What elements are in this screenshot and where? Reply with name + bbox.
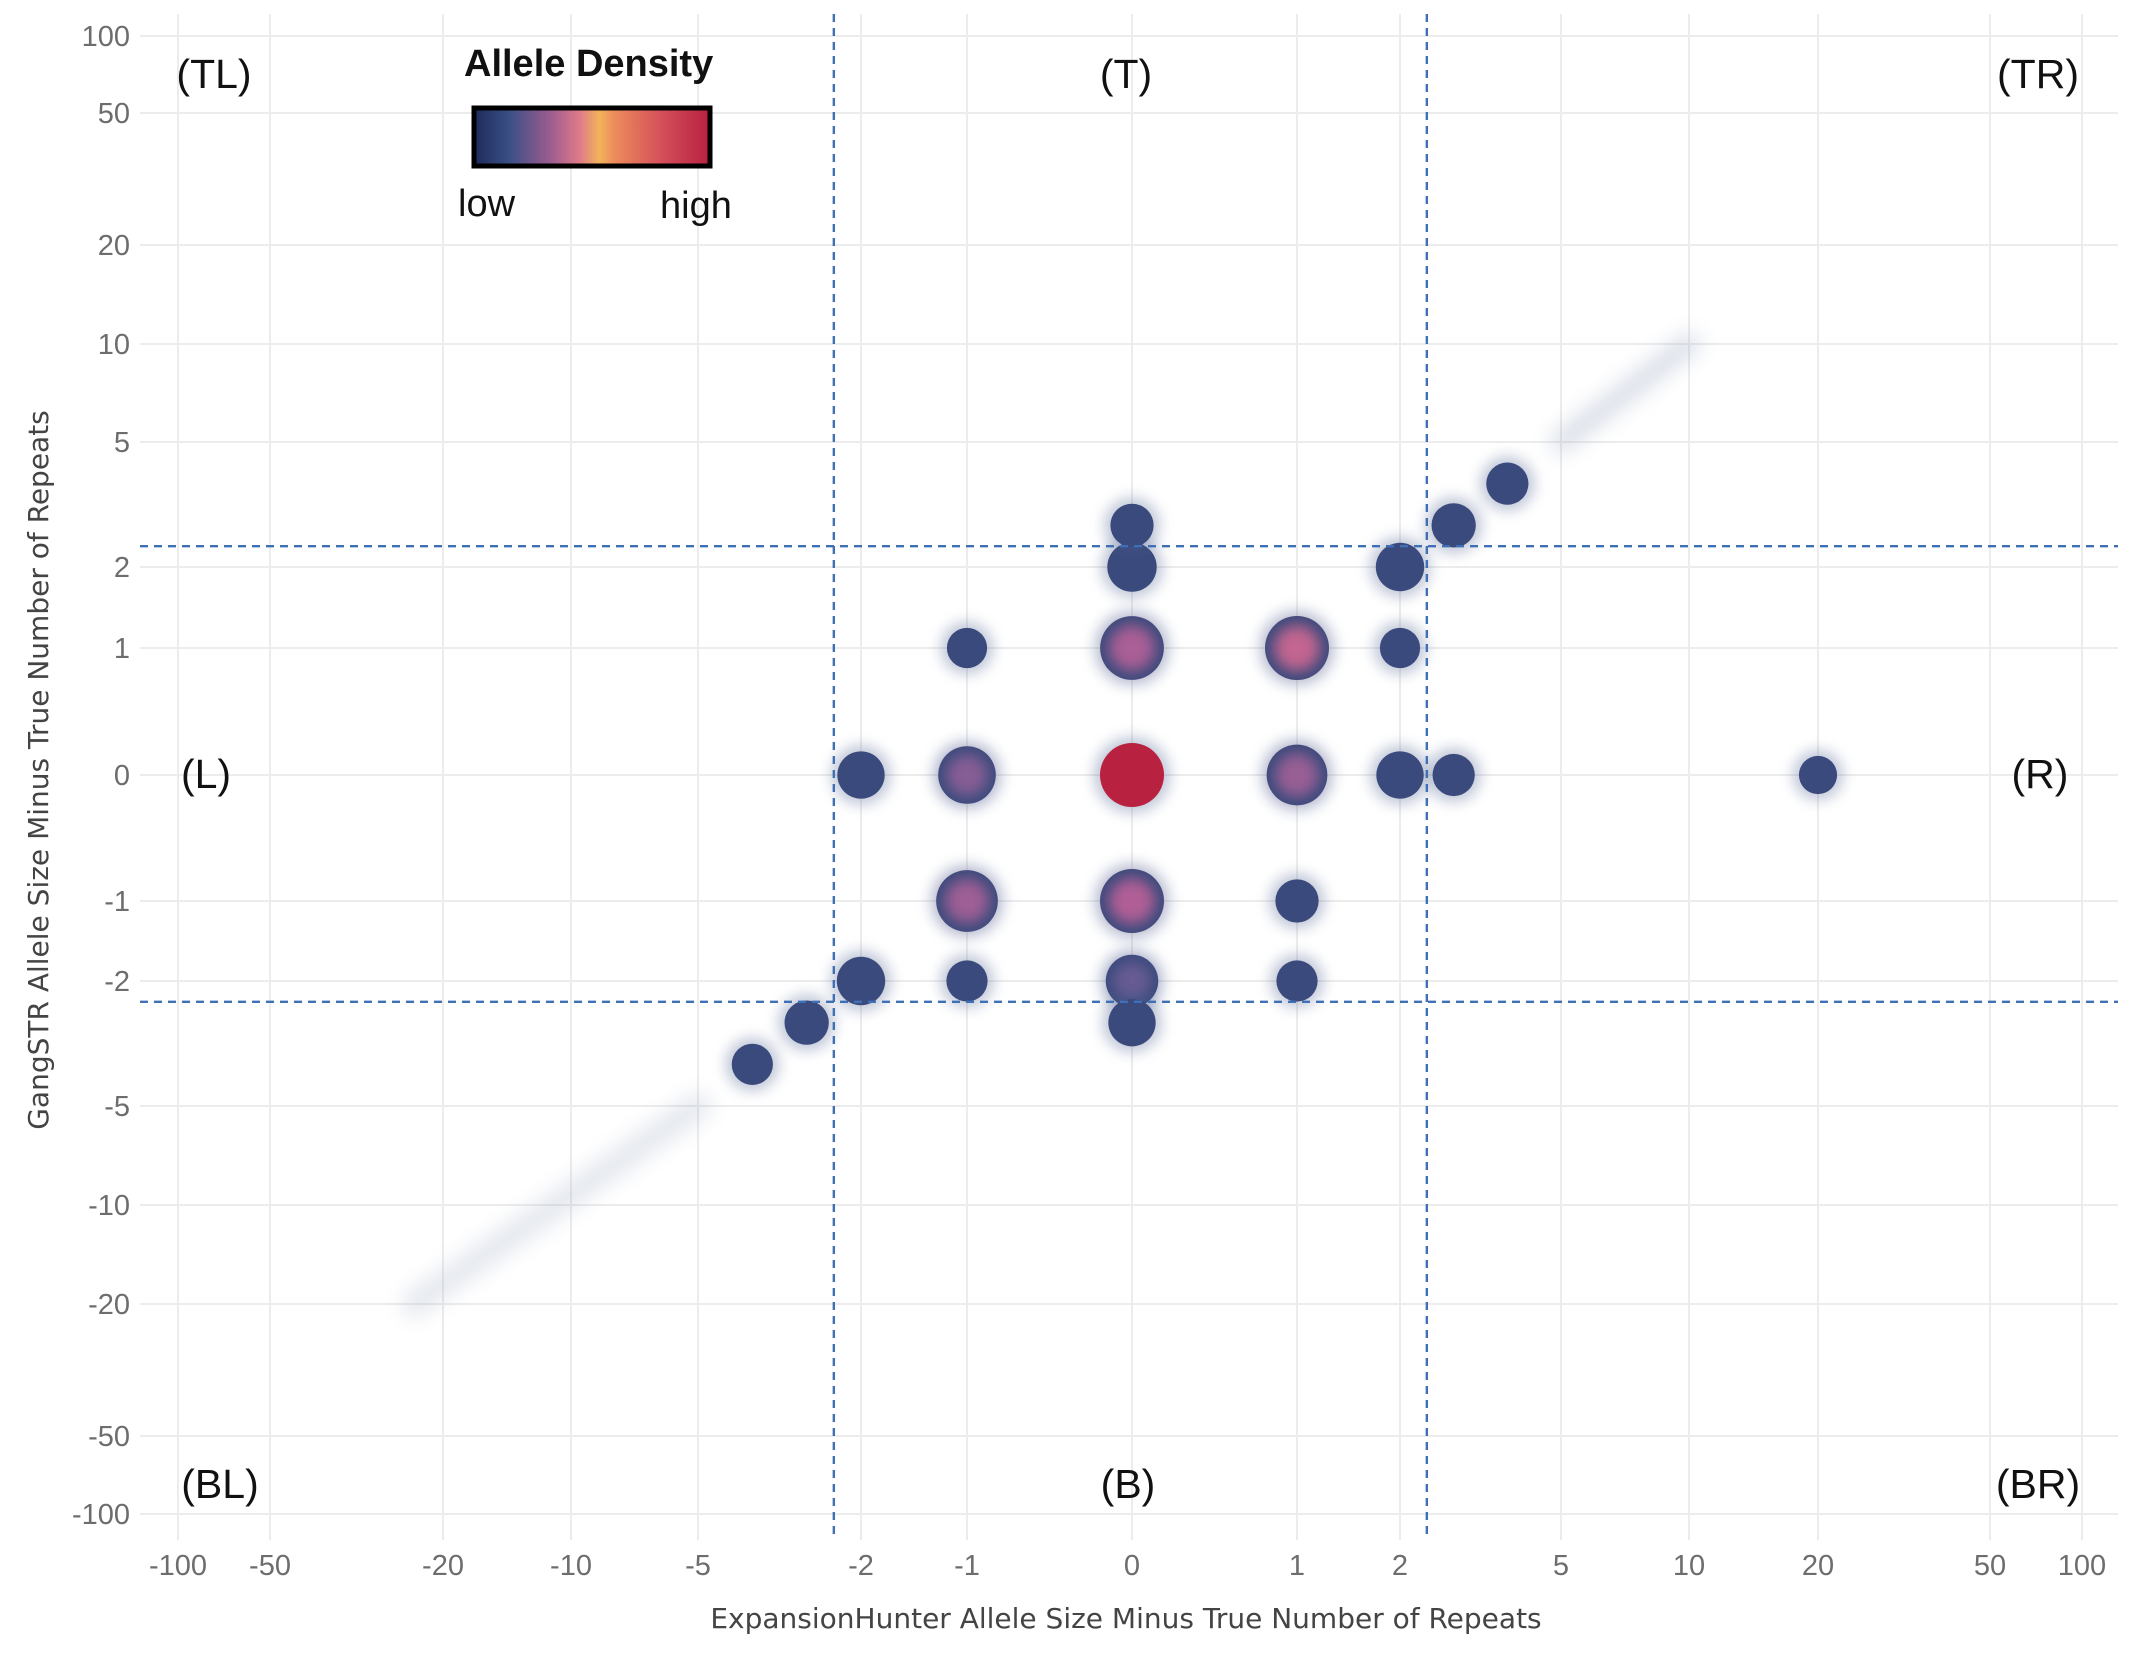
- density-point: [836, 956, 886, 1006]
- density-point: [946, 627, 988, 669]
- x-tick-label: 2: [1392, 1550, 1408, 1582]
- y-tick-label: 2: [114, 552, 130, 584]
- density-point: [946, 960, 988, 1002]
- density-point-core: [1275, 753, 1319, 797]
- y-tick-label: 100: [82, 21, 130, 53]
- x-tick-label: 0: [1124, 1550, 1140, 1582]
- x-tick-label: -100: [149, 1550, 207, 1582]
- density-point: [1107, 542, 1157, 592]
- density-point: [1275, 879, 1319, 923]
- density-point-core: [1108, 877, 1156, 925]
- y-tick-label: -100: [72, 1499, 130, 1531]
- density-point: [1100, 743, 1164, 807]
- legend: Allele Density low high: [458, 43, 732, 227]
- legend-color-bar: [471, 105, 713, 169]
- x-tick-label: 50: [1974, 1550, 2006, 1582]
- x-tick-label: 10: [1673, 1550, 1705, 1582]
- density-point: [1108, 998, 1156, 1047]
- quadrant-label-left: (L): [181, 751, 231, 797]
- y-tick-label: -50: [88, 1421, 130, 1453]
- density-point: [1379, 627, 1421, 669]
- y-tick-label: -1: [104, 886, 130, 918]
- density-point: [1110, 503, 1154, 547]
- density-point-core: [944, 878, 990, 924]
- x-tick-label: 100: [2058, 1550, 2106, 1582]
- quadrant-dividers: [140, 14, 2118, 1540]
- y-tick-label: 1: [114, 633, 130, 665]
- y-tick-label: -2: [104, 966, 130, 998]
- quadrant-label-bottom-left: (BL): [181, 1461, 258, 1507]
- density-point: [1486, 462, 1529, 505]
- quadrant-label-top-right: (TR): [1997, 51, 2079, 97]
- density-point: [1798, 755, 1838, 795]
- y-tick-label: 20: [98, 230, 130, 262]
- y-tick-label: -20: [88, 1289, 130, 1321]
- x-tick-label: -50: [249, 1550, 291, 1582]
- legend-high-label: high: [660, 185, 732, 227]
- density-point: [784, 1000, 829, 1045]
- x-tick-label: 1: [1289, 1550, 1305, 1582]
- quadrant-label-right: (R): [2012, 751, 2069, 797]
- x-tick-label: -5: [685, 1550, 711, 1582]
- density-point: [1375, 542, 1425, 592]
- y-tick-label: 10: [98, 329, 130, 361]
- density-point: [1431, 503, 1476, 548]
- density-point-core: [1113, 962, 1151, 1000]
- y-tick-label: 50: [98, 98, 130, 130]
- x-tick-label: 20: [1802, 1550, 1834, 1582]
- x-tick-label: -10: [550, 1550, 592, 1582]
- density-point-core: [1109, 625, 1155, 671]
- density-point: [1276, 960, 1318, 1002]
- density-band: [401, 1093, 711, 1317]
- x-tick-label: -2: [848, 1550, 874, 1582]
- density-bands: [401, 232, 2062, 1363]
- quadrant-label-bottom-right: (BR): [1996, 1461, 2080, 1507]
- density-point: [837, 751, 885, 799]
- legend-low-label: low: [458, 183, 516, 225]
- quadrant-label-top: (T): [1100, 51, 1152, 97]
- x-axis-ticks: -100 -50 -20 -10 -5 -2 -1 0 1 2 5 10 20 50 100: [149, 1550, 2106, 1582]
- density-point: [1432, 753, 1475, 797]
- y-axis-title: GangSTR Allele Size Minus True Number of…: [22, 410, 55, 1130]
- quadrant-labels: (TL) (T) (TR) (L) (R) (BL) (B) (BR): [176, 51, 2080, 1507]
- density-point-core: [946, 754, 988, 796]
- density-points: [725, 456, 1844, 1091]
- density-point-core: [1273, 624, 1321, 672]
- y-tick-label: -10: [88, 1190, 130, 1222]
- y-tick-label: 5: [114, 427, 130, 459]
- density-point: [1376, 751, 1424, 799]
- x-axis-title: ExpansionHunter Allele Size Minus True N…: [710, 1602, 1541, 1635]
- y-tick-label: 0: [114, 760, 130, 792]
- legend-title: Allele Density: [464, 43, 713, 85]
- x-tick-label: -20: [422, 1550, 464, 1582]
- quadrant-label-top-left: (TL): [176, 51, 251, 97]
- x-tick-label: -1: [954, 1550, 980, 1582]
- density-point: [731, 1043, 773, 1085]
- density-band: [1550, 333, 1700, 453]
- y-tick-label: -5: [104, 1091, 130, 1123]
- x-tick-label: 5: [1553, 1550, 1569, 1582]
- quadrant-label-bottom: (B): [1101, 1461, 1156, 1507]
